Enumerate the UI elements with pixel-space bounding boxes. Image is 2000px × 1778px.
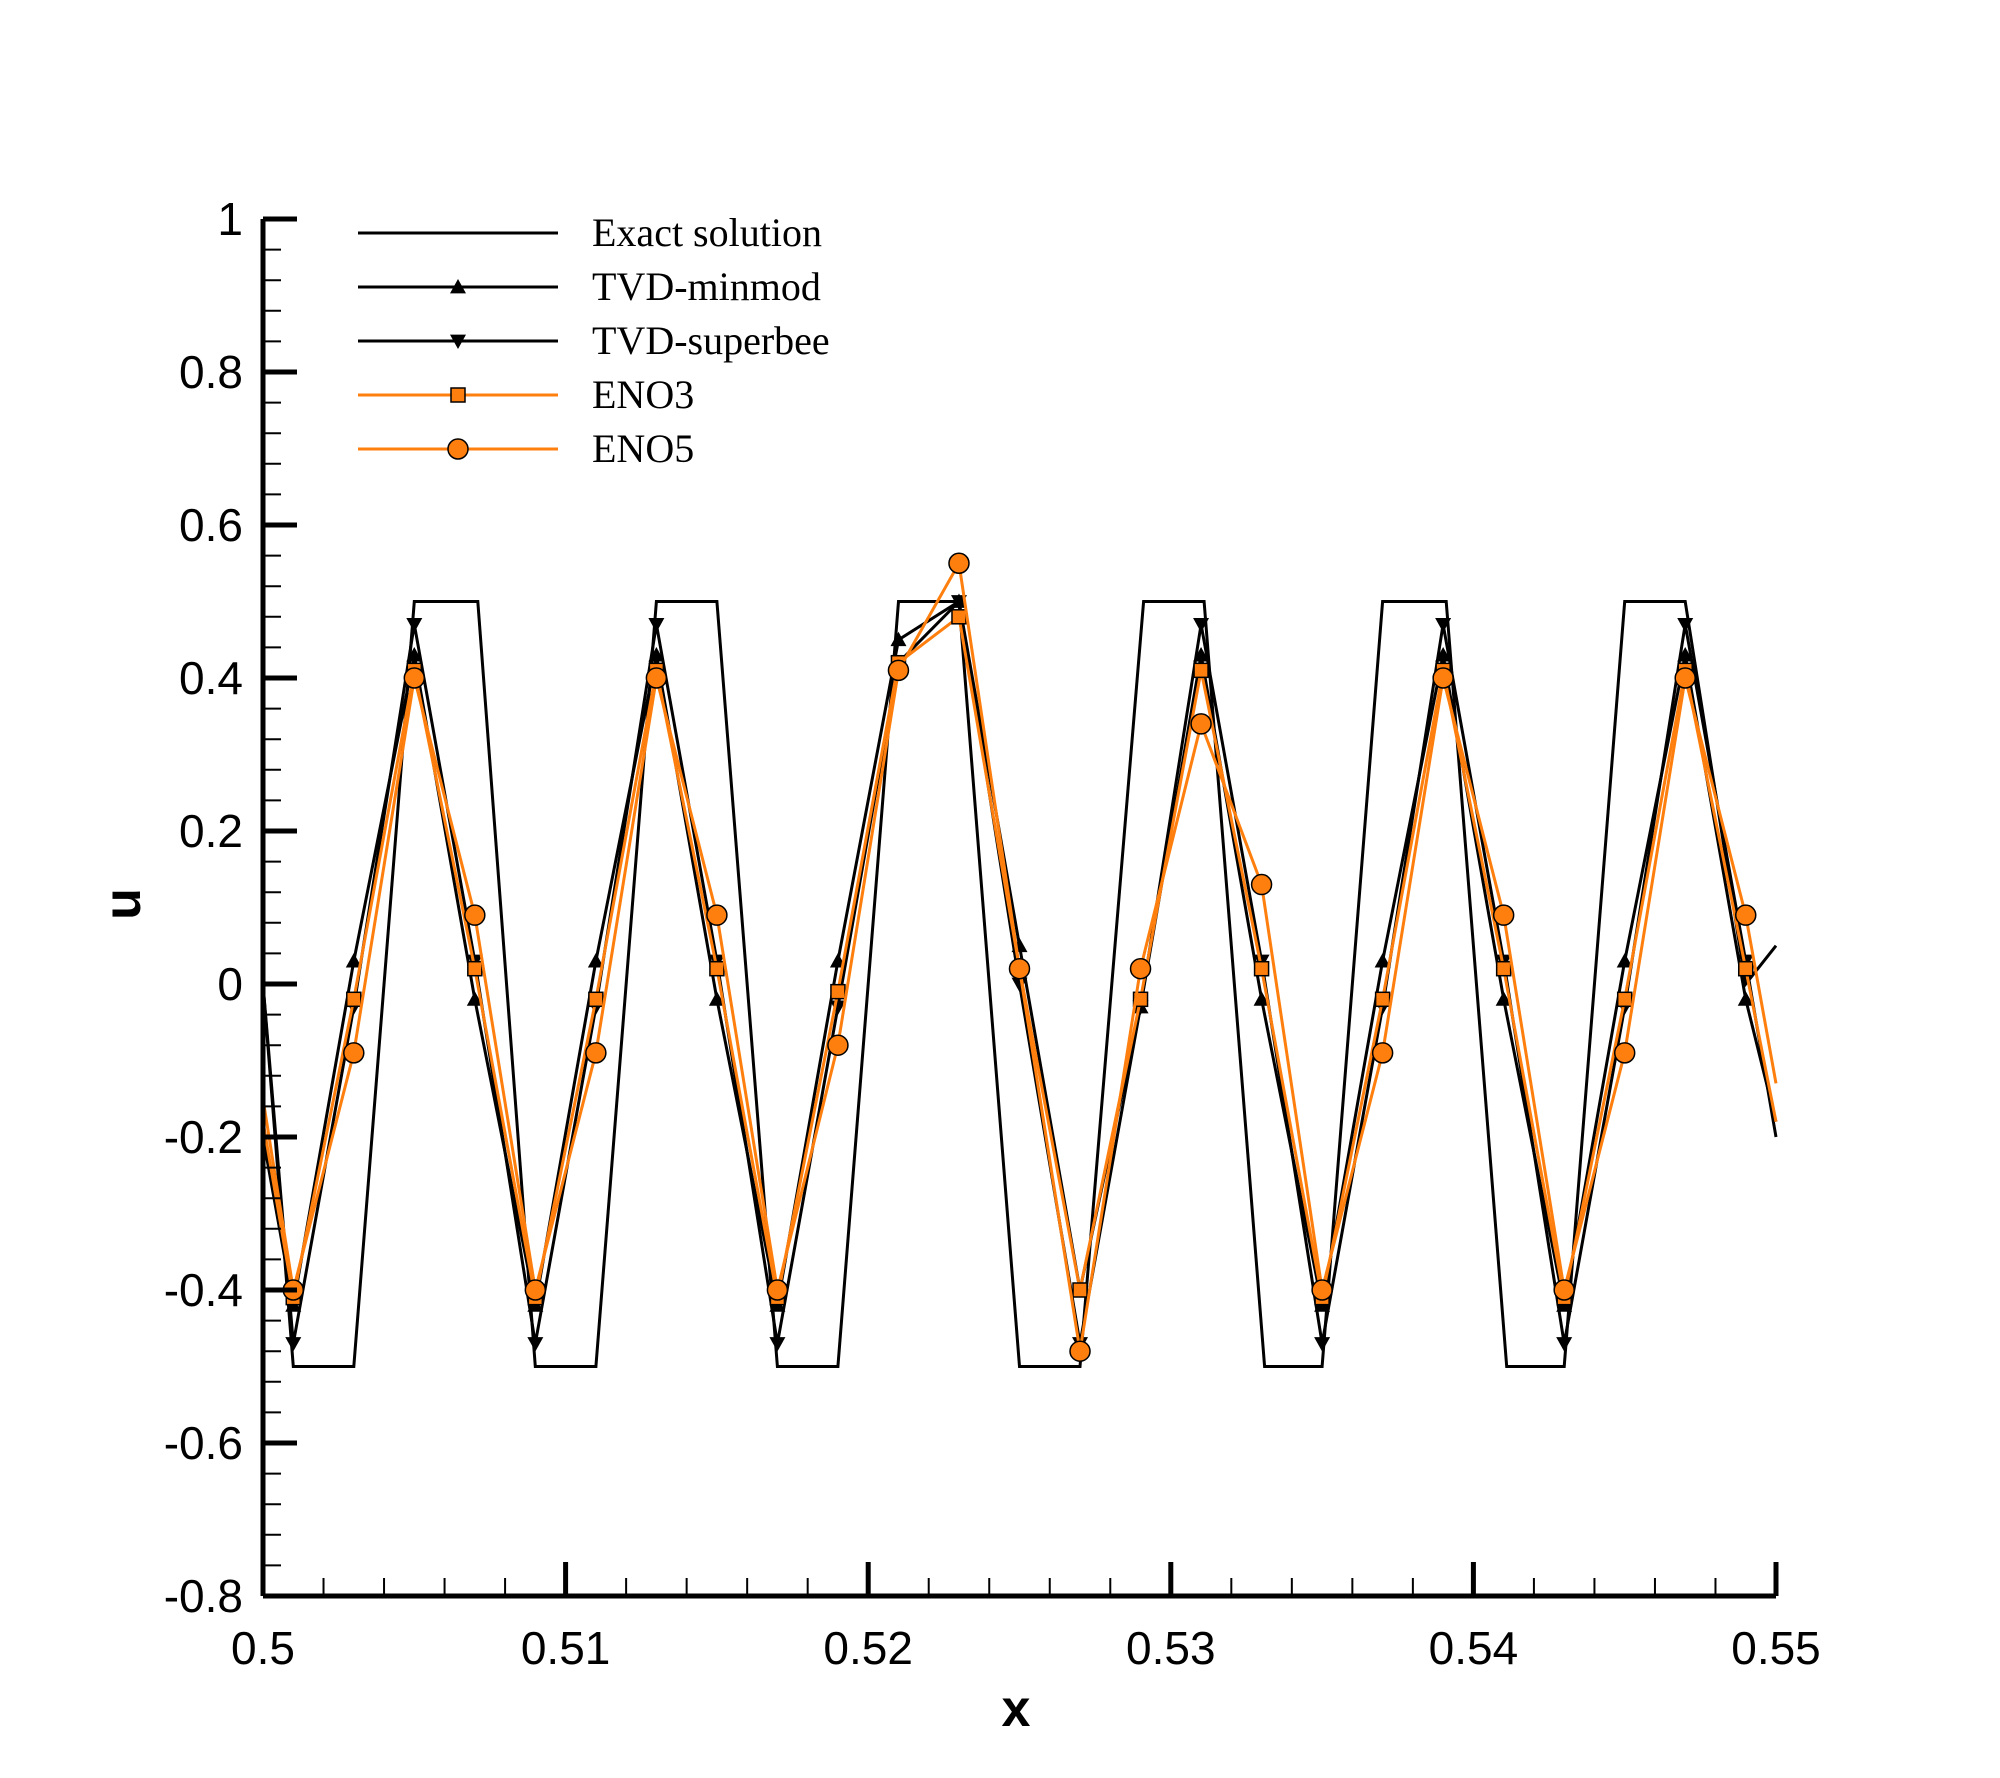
data-point <box>1734 904 1757 926</box>
data-point <box>1072 1282 1088 1298</box>
legend-label: ENO3 <box>592 372 694 417</box>
data-point <box>1253 960 1270 977</box>
data-point <box>766 1279 789 1301</box>
data-point <box>467 960 483 977</box>
data-point <box>1193 618 1210 633</box>
x-tick-label: 0.55 <box>1731 1622 1821 1674</box>
series-layer <box>261 552 1778 1368</box>
data-point <box>1674 667 1696 689</box>
x-tick-label: 0.5 <box>231 1622 295 1674</box>
legend-entry: TVD-superbee <box>358 318 830 363</box>
data-point <box>1677 618 1694 633</box>
data-point <box>1435 618 1452 633</box>
data-point <box>1193 662 1209 679</box>
data-point <box>1737 991 1754 1006</box>
legend-entry: ENO3 <box>358 372 694 417</box>
data-point <box>827 1034 849 1056</box>
legend-entry: ENO5 <box>358 426 694 471</box>
legend-label: ENO5 <box>592 426 694 471</box>
y-tick-label: 0.6 <box>179 499 243 551</box>
y-tick-label: 1 <box>217 193 243 245</box>
legend-label: Exact solution <box>592 210 822 255</box>
data-point <box>1737 960 1754 977</box>
x-tick-label: 0.53 <box>1126 1622 1216 1674</box>
data-point <box>706 904 728 926</box>
data-point <box>951 609 967 625</box>
data-point <box>890 631 907 647</box>
legend-marker <box>447 438 469 460</box>
data-point <box>1314 1337 1331 1352</box>
data-point <box>285 1337 302 1352</box>
data-point <box>1129 957 1152 980</box>
axes-layer: -0.8 -0.6 -0.4 -0.2 0 0.2 0.4 0.6 0.8 1 0.5 0.51 0.5… <box>164 193 1821 1674</box>
data-point <box>345 953 362 968</box>
data-point <box>585 1042 607 1064</box>
data-point <box>1495 991 1512 1006</box>
data-point <box>1008 957 1031 980</box>
data-point <box>887 659 910 682</box>
data-point <box>769 1337 786 1352</box>
legend-label: TVD-minmod <box>592 264 821 309</box>
y-tick-label: -0.4 <box>164 1264 243 1316</box>
data-point <box>645 667 668 689</box>
data-point <box>830 983 846 1000</box>
data-point <box>1190 713 1212 735</box>
data-point <box>346 991 362 1008</box>
series-line <box>261 600 1778 1368</box>
x-tick-label: 0.52 <box>823 1622 913 1674</box>
legend-entry: Exact solution <box>358 210 822 255</box>
y-tick-label: -0.8 <box>164 1570 243 1622</box>
data-point <box>648 618 665 633</box>
data-point <box>524 1279 547 1301</box>
data-point <box>709 960 725 977</box>
data-point <box>406 618 423 633</box>
data-point <box>1250 873 1273 896</box>
y-tick-label: 0.2 <box>179 805 243 857</box>
data-point <box>1011 977 1028 992</box>
data-point <box>1432 667 1454 689</box>
data-point <box>527 1337 544 1352</box>
y-tick-label: -0.2 <box>164 1111 243 1163</box>
data-point <box>403 667 426 689</box>
legend-entry: TVD-minmod <box>358 264 821 309</box>
data-point <box>1492 904 1515 926</box>
legend-marker <box>450 387 466 403</box>
data-point <box>587 953 604 968</box>
data-point <box>1616 953 1633 968</box>
data-point <box>466 991 483 1006</box>
data-point <box>1556 1337 1573 1352</box>
y-tick-label: 0 <box>217 958 243 1010</box>
data-point <box>948 552 970 574</box>
y-tick-label: 0.4 <box>179 652 243 704</box>
data-point <box>1371 1042 1394 1064</box>
data-point <box>1495 960 1512 977</box>
series-5 <box>261 552 1778 1362</box>
legend-marker <box>450 334 466 349</box>
series-1 <box>261 600 1778 1368</box>
data-point <box>1253 991 1270 1006</box>
legend-label: TVD-superbee <box>592 318 830 363</box>
data-point <box>1374 953 1391 968</box>
data-point <box>1616 991 1633 1008</box>
data-point <box>464 904 486 926</box>
data-point <box>1553 1279 1575 1301</box>
y-tick-label: -0.6 <box>164 1417 243 1469</box>
data-point <box>1311 1279 1333 1301</box>
y-tick-label: 0.8 <box>179 346 243 398</box>
x-tick-label: 0.51 <box>521 1622 611 1674</box>
data-point <box>708 991 725 1006</box>
data-point <box>1069 1340 1091 1362</box>
x-tick-label: 0.54 <box>1429 1622 1519 1674</box>
y-axis-title: u <box>94 888 152 920</box>
legend-marker <box>450 279 466 294</box>
data-point <box>1374 991 1391 1008</box>
x-axis-title: x <box>1002 1680 1031 1738</box>
data-point <box>343 1042 365 1064</box>
data-point <box>1613 1042 1636 1064</box>
data-point <box>588 991 604 1008</box>
legend: Exact solution TVD-minmod TVD-superbee ENO3… <box>358 210 830 471</box>
